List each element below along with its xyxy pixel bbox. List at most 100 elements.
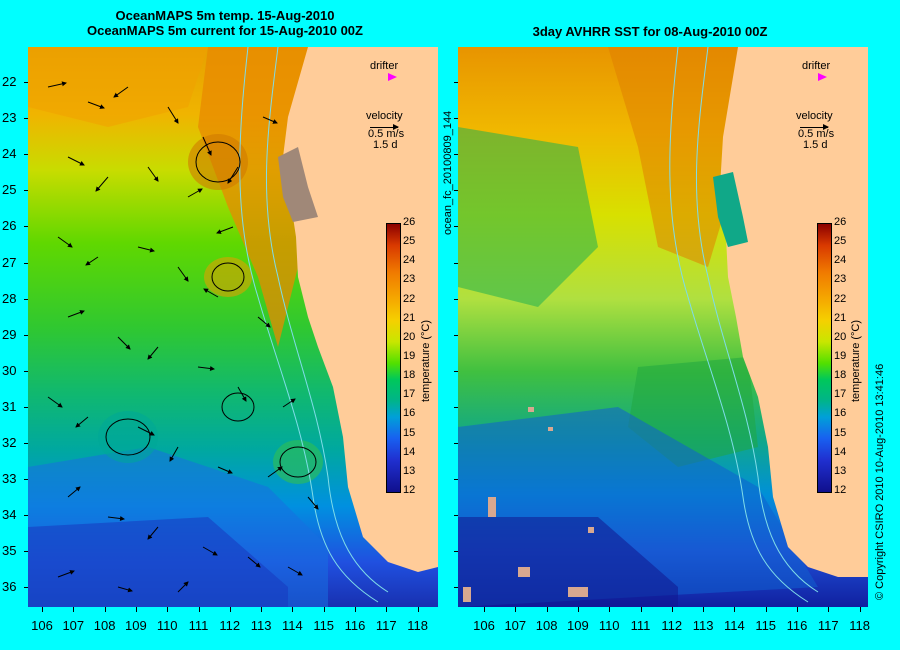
right-velocity-arrow-icon xyxy=(800,124,829,130)
forecast-id: ocean_fc_20100809_144 xyxy=(442,110,454,235)
longitude-tick-mark xyxy=(198,607,200,612)
colorbar-tick-label: 24 xyxy=(834,254,847,267)
right-warm-core xyxy=(608,47,748,267)
latitude-tick-label: 25 xyxy=(2,182,17,198)
colorbar-tick-label: 13 xyxy=(403,464,416,477)
left-drifter-icon xyxy=(388,73,397,81)
latitude-tick-label: 24 xyxy=(2,146,17,162)
longitude-tick-label: 114 xyxy=(282,618,303,633)
latitude-tick-label: 30 xyxy=(2,362,17,378)
colorbar-tick-label: 21 xyxy=(834,311,847,324)
left-current-arrows xyxy=(47,81,319,593)
longitude-tick-label: 106 xyxy=(473,618,495,633)
latitude-tick-label: 27 xyxy=(2,254,17,270)
latitude-tick-mark xyxy=(454,406,458,408)
left-colorbar xyxy=(386,223,401,493)
longitude-tick-mark xyxy=(167,607,169,612)
latitude-tick-mark xyxy=(24,226,28,228)
latitude-tick-label: 31 xyxy=(2,398,17,414)
right-colorbar xyxy=(817,223,832,493)
longitude-tick-label: 108 xyxy=(535,618,558,633)
colorbar-tick-label: 24 xyxy=(403,254,416,267)
longitude-tick-label: 116 xyxy=(786,618,808,633)
latitude-tick-label: 28 xyxy=(2,290,17,306)
latitude-tick-mark xyxy=(454,370,458,372)
colorbar-tick-label: 23 xyxy=(403,273,416,286)
left-map-svg xyxy=(28,47,438,607)
longitude-tick-label: 106 xyxy=(31,618,53,633)
right-map-panel xyxy=(458,47,868,607)
longitude-tick-mark xyxy=(323,607,325,612)
longitude-tick-mark xyxy=(515,607,517,612)
latitude-tick-mark xyxy=(454,587,458,589)
longitude-tick-label: 109 xyxy=(567,618,589,633)
right-velocity-time: 1.5 d xyxy=(803,139,828,151)
latitude-tick-mark xyxy=(24,406,28,408)
longitude-tick-label: 110 xyxy=(156,618,178,633)
left-title: OceanMAPS 5m temp. 15-Aug-2010 OceanMAPS… xyxy=(60,8,390,38)
colorbar-tick-label: 15 xyxy=(834,426,847,439)
colorbar-tick-label: 26 xyxy=(834,216,847,228)
latitude-tick-mark xyxy=(24,154,28,156)
left-velocity-time: 1.5 d xyxy=(373,139,398,151)
latitude-tick-mark xyxy=(454,479,458,481)
right-title: 3day AVHRR SST for 08-Aug-2010 00Z xyxy=(480,24,820,39)
latitude-tick-mark xyxy=(454,226,458,228)
longitude-tick-label: 117 xyxy=(375,618,397,633)
latitude-tick-mark xyxy=(454,515,458,517)
latitude-tick-mark xyxy=(24,298,28,300)
longitude-tick-mark xyxy=(640,607,642,612)
latitude-tick-mark xyxy=(24,515,28,517)
right-title-text: 3day AVHRR SST for 08-Aug-2010 00Z xyxy=(532,24,768,39)
colorbar-tick-label: 25 xyxy=(403,235,416,248)
latitude-tick-mark xyxy=(454,154,458,156)
colorbar-tick-label: 17 xyxy=(403,388,416,401)
colorbar-tick-label: 19 xyxy=(403,350,416,362)
latitude-tick-mark xyxy=(24,190,28,192)
latitude-tick-mark xyxy=(24,370,28,372)
colorbar-tick-label: 22 xyxy=(403,292,416,305)
colorbar-tick-label: 14 xyxy=(403,445,416,458)
left-velocity-label: velocity xyxy=(366,110,403,122)
latitude-tick-mark xyxy=(454,443,458,444)
left-velocity-arrow-icon xyxy=(370,124,399,130)
longitude-tick-mark xyxy=(546,607,548,612)
colorbar-tick-label: 20 xyxy=(403,330,416,343)
latitude-tick-mark xyxy=(454,82,458,83)
left-title-line1: OceanMAPS 5m temp. 15-Aug-2010 xyxy=(115,8,335,23)
longitude-tick-mark xyxy=(417,607,419,612)
latitude-tick-label: 22 xyxy=(2,74,17,89)
colorbar-tick-label: 17 xyxy=(834,388,847,401)
longitude-tick-label: 116 xyxy=(344,618,366,633)
longitude-tick-mark xyxy=(355,607,356,612)
latitude-tick-label: 34 xyxy=(2,507,17,523)
right-velocity-label: velocity xyxy=(796,110,833,122)
longitude-tick-label: 109 xyxy=(125,618,147,633)
longitude-tick-mark xyxy=(484,607,485,612)
right-drifter-label: drifter xyxy=(802,60,831,72)
longitude-tick-mark xyxy=(261,607,263,612)
right-map-svg xyxy=(458,47,868,607)
colorbar-tick-label: 19 xyxy=(834,350,847,362)
latitude-tick-mark xyxy=(24,262,28,264)
right-island xyxy=(713,172,748,247)
left-velocity-scale: 0.5 m/s xyxy=(368,128,405,140)
right-cloud-gaps xyxy=(463,407,594,602)
latitude-tick-mark xyxy=(24,551,28,553)
longitude-tick-label: 111 xyxy=(188,618,209,633)
colorbar-tick-label: 26 xyxy=(403,216,416,228)
colorbar-tick-label: 16 xyxy=(834,407,847,420)
colorbar-tick-label: 12 xyxy=(834,484,847,496)
longitude-tick-mark xyxy=(859,607,861,612)
left-drifter-label: drifter xyxy=(370,60,399,72)
latitude-tick-label: 23 xyxy=(2,110,17,126)
longitude-tick-label: 112 xyxy=(661,618,683,633)
longitude-tick-label: 107 xyxy=(62,618,85,633)
longitude-tick-mark xyxy=(765,607,767,612)
longitude-tick-mark xyxy=(703,607,705,612)
longitude-tick-mark xyxy=(797,607,798,612)
colorbar-tick-label: 22 xyxy=(834,292,847,305)
latitude-tick-label: 36 xyxy=(2,579,17,595)
right-velocity-scale: 0.5 m/s xyxy=(798,128,835,140)
longitude-tick-label: 112 xyxy=(219,618,241,633)
